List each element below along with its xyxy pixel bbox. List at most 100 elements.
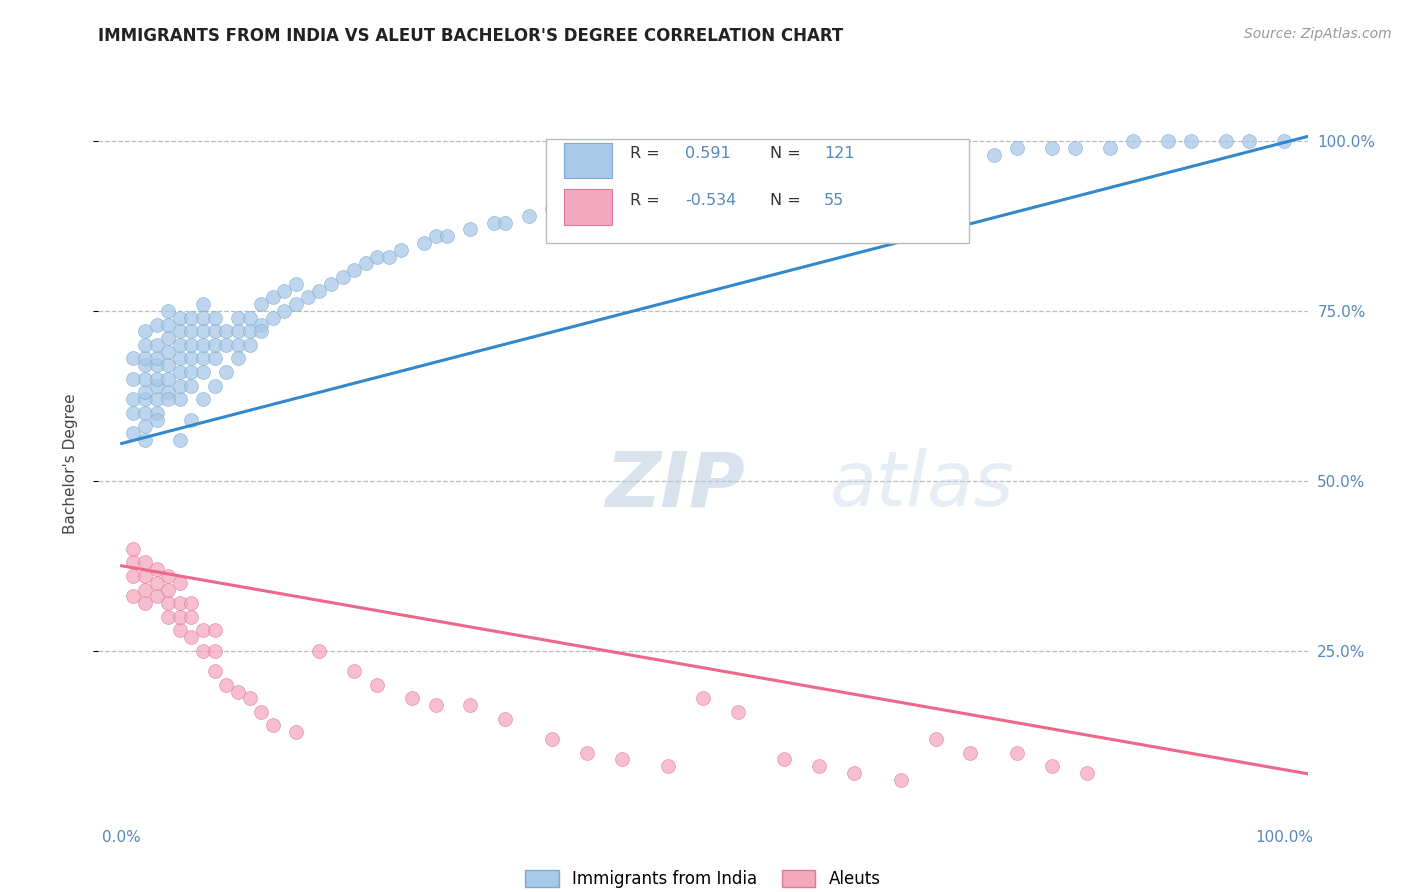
Point [948, 147, 970, 161]
Point [180, 412, 202, 426]
Point [134, 569, 156, 583]
Point [482, 216, 505, 230]
FancyBboxPatch shape [564, 143, 613, 178]
Point [343, 664, 366, 678]
Text: N =: N = [769, 146, 806, 161]
Point [204, 664, 226, 678]
Point [460, 222, 482, 236]
Point [239, 338, 262, 352]
Point [191, 310, 214, 325]
Point [844, 766, 866, 780]
Point [808, 759, 831, 773]
Point [134, 596, 156, 610]
Point [204, 644, 226, 658]
Point [215, 365, 238, 379]
Point [157, 569, 180, 583]
Point [1215, 134, 1237, 148]
Point [366, 250, 388, 264]
Point [389, 243, 412, 257]
Point [226, 324, 249, 338]
Point [808, 161, 831, 176]
Point [1064, 141, 1087, 155]
Point [134, 351, 156, 366]
Point [239, 310, 262, 325]
Point [494, 712, 516, 726]
Point [204, 351, 226, 366]
Point [1122, 134, 1144, 148]
Point [191, 338, 214, 352]
Point [494, 216, 516, 230]
Point [145, 590, 167, 604]
Point [122, 569, 145, 583]
Point [157, 609, 180, 624]
Point [239, 324, 262, 338]
Point [191, 324, 214, 338]
Point [866, 154, 889, 169]
Point [621, 188, 644, 202]
Point [657, 759, 679, 773]
Point [134, 372, 156, 386]
Point [145, 412, 167, 426]
Point [239, 691, 262, 706]
Point [959, 746, 981, 760]
Point [145, 318, 167, 332]
Point [145, 351, 167, 366]
Point [332, 269, 354, 284]
Point [145, 562, 167, 576]
Point [122, 351, 145, 366]
Point [191, 392, 214, 407]
Point [575, 746, 598, 760]
Point [145, 338, 167, 352]
Point [1005, 141, 1028, 155]
Point [145, 575, 167, 590]
Point [540, 202, 562, 216]
Point [890, 772, 912, 787]
Point [716, 175, 738, 189]
Point [250, 318, 273, 332]
Point [180, 596, 202, 610]
Point [169, 609, 191, 624]
Point [180, 630, 202, 644]
Point [145, 406, 167, 420]
Text: Source: ZipAtlas.com: Source: ZipAtlas.com [1244, 27, 1392, 41]
Point [401, 691, 423, 706]
Point [1272, 134, 1295, 148]
Point [226, 338, 249, 352]
Point [204, 378, 226, 392]
Point [169, 596, 191, 610]
Point [297, 290, 319, 304]
Point [169, 338, 191, 352]
Point [169, 624, 191, 638]
Point [262, 310, 284, 325]
Point [773, 752, 796, 766]
Point [273, 284, 295, 298]
Point [169, 365, 191, 379]
Point [610, 752, 633, 766]
Point [122, 590, 145, 604]
Point [924, 147, 946, 161]
Point [425, 698, 447, 712]
Point [1076, 766, 1098, 780]
Point [157, 392, 180, 407]
Point [191, 644, 214, 658]
Point [204, 310, 226, 325]
Point [692, 175, 714, 189]
Point [1005, 746, 1028, 760]
Point [134, 324, 156, 338]
Point [285, 297, 308, 311]
Point [191, 365, 214, 379]
Point [460, 698, 482, 712]
Point [134, 359, 156, 373]
Point [1239, 134, 1261, 148]
Point [517, 209, 540, 223]
Point [204, 324, 226, 338]
Text: 121: 121 [824, 146, 855, 161]
Point [773, 168, 796, 182]
Point [122, 426, 145, 441]
Point [436, 229, 458, 244]
Point [134, 406, 156, 420]
Point [122, 541, 145, 556]
Point [180, 609, 202, 624]
Point [191, 297, 214, 311]
Point [157, 385, 180, 400]
